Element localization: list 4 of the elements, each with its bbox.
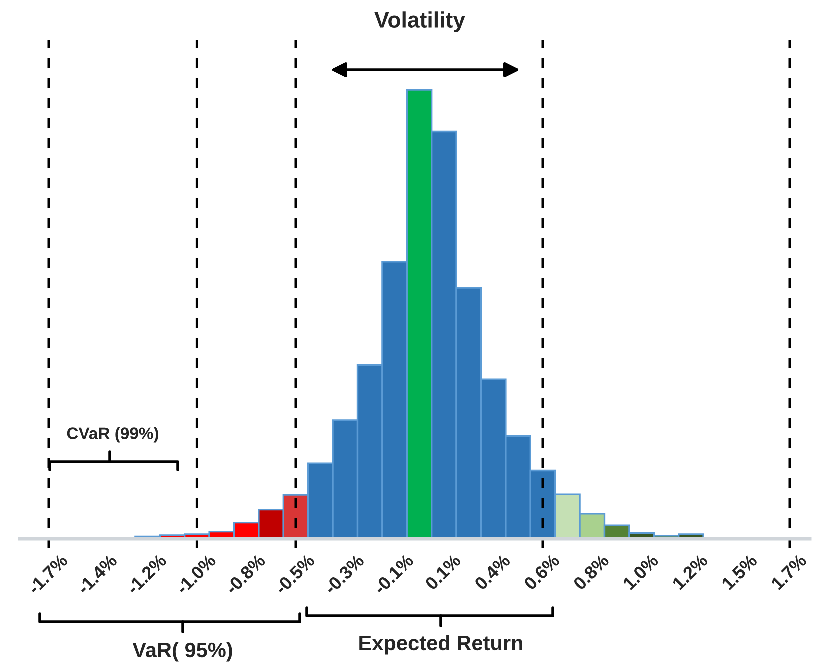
annotation: CVaR (99%) xyxy=(67,427,158,443)
text: Expected Return xyxy=(360,635,522,655)
text: VaR( 95%) xyxy=(132,642,232,662)
text: Volatility xyxy=(374,12,466,32)
